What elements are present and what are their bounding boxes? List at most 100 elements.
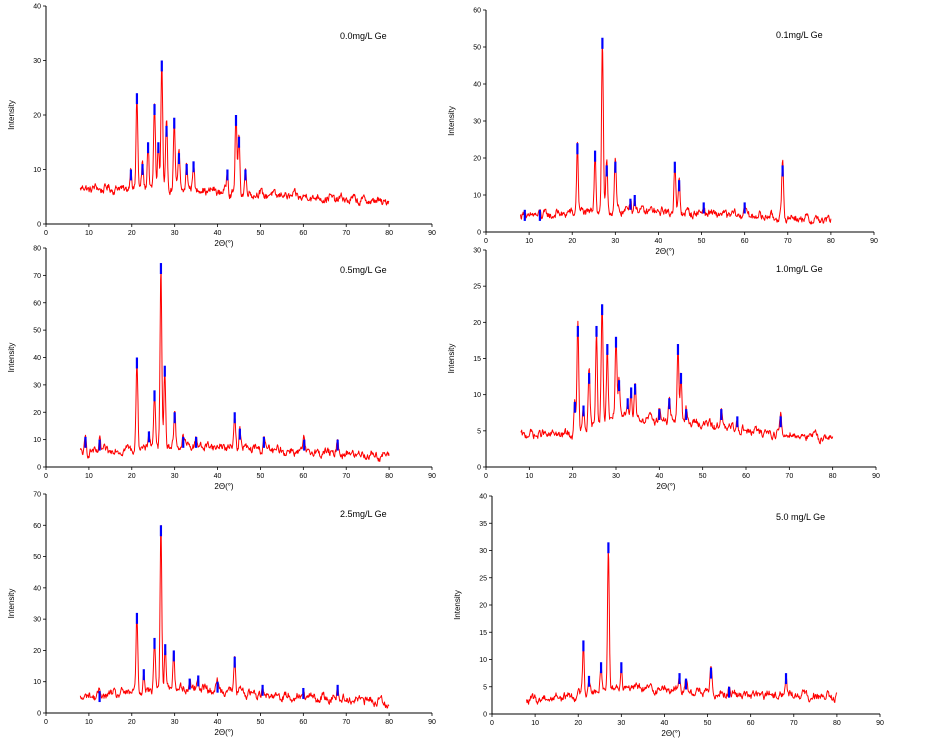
x-tick-label: 40 [214, 719, 222, 726]
y-tick-label: 10 [479, 657, 487, 664]
x-axis-label: 2Θ(°) [655, 247, 675, 256]
y-tick-label: 30 [33, 58, 41, 65]
x-tick-label: 80 [385, 473, 393, 480]
x-tick-label: 90 [876, 720, 884, 727]
y-tick-label: 40 [33, 355, 41, 362]
x-tick-label: 70 [785, 473, 793, 480]
y-tick-label: 10 [33, 437, 41, 444]
x-tick-label: 40 [655, 238, 663, 245]
y-tick-label: 40 [479, 494, 487, 501]
y-tick-label: 40 [33, 4, 41, 11]
y-axis-label: Intensity [7, 589, 16, 619]
x-tick-label: 30 [611, 238, 619, 245]
y-tick-label: 25 [473, 284, 481, 291]
panel-annotation: 0.0mg/L Ge [340, 31, 387, 41]
x-tick-label: 40 [655, 473, 663, 480]
panel-annotation: 5.0 mg/L Ge [776, 512, 825, 522]
x-tick-label: 50 [257, 473, 265, 480]
y-tick-label: 0 [37, 465, 41, 472]
panel-annotation: 0.1mg/L Ge [776, 30, 823, 40]
x-tick-label: 20 [128, 473, 136, 480]
x-tick-label: 0 [44, 719, 48, 726]
y-tick-label: 20 [473, 156, 481, 163]
x-tick-label: 10 [85, 719, 93, 726]
y-tick-label: 40 [473, 82, 481, 89]
xrd-pattern-line [79, 61, 390, 207]
xrd-pattern-line [79, 525, 390, 709]
x-tick-label: 70 [342, 473, 350, 480]
y-tick-label: 20 [33, 113, 41, 120]
y-tick-label: 50 [33, 328, 41, 335]
x-tick-label: 80 [827, 238, 835, 245]
x-tick-label: 50 [257, 719, 265, 726]
y-axis-label: Intensity [447, 106, 456, 136]
x-tick-label: 60 [299, 230, 307, 237]
x-axis-label: 2Θ(°) [214, 482, 234, 491]
y-tick-label: 0 [37, 222, 41, 229]
x-tick-label: 50 [257, 230, 265, 237]
xrd-panel-6: 0 10 20 30 40 50 60 70 80 90 0 5 10 15 20 25 30 35 40 2Θ(°)… [453, 494, 884, 739]
y-tick-label: 20 [33, 410, 41, 417]
y-tick-label: 0 [37, 711, 41, 718]
y-tick-label: 50 [33, 554, 41, 561]
x-tick-label: 30 [171, 719, 179, 726]
y-tick-label: 25 [479, 575, 487, 582]
y-tick-label: 30 [473, 119, 481, 126]
x-axis-label: 2Θ(°) [661, 729, 681, 738]
xrd-pattern-line [520, 41, 832, 225]
x-tick-label: 50 [704, 720, 712, 727]
x-tick-label: 70 [784, 238, 792, 245]
x-tick-label: 80 [829, 473, 837, 480]
x-tick-label: 90 [870, 238, 878, 245]
x-tick-label: 60 [299, 473, 307, 480]
y-tick-label: 30 [33, 617, 41, 624]
x-tick-label: 70 [342, 230, 350, 237]
xrd-panel-5: 0 10 20 30 40 50 60 70 80 90 0 10 20 30 40 50 60 70 2Θ(°) I… [7, 492, 436, 738]
x-tick-label: 0 [490, 720, 494, 727]
x-tick-label: 60 [299, 719, 307, 726]
y-tick-label: 35 [479, 521, 487, 528]
y-tick-label: 10 [33, 167, 41, 174]
panel-annotation: 2.5mg/L Ge [340, 509, 387, 519]
x-tick-label: 80 [833, 720, 841, 727]
y-tick-label: 10 [33, 679, 41, 686]
x-tick-label: 70 [342, 719, 350, 726]
y-tick-label: 30 [479, 548, 487, 555]
x-tick-label: 10 [525, 473, 533, 480]
x-tick-label: 50 [698, 238, 706, 245]
x-tick-label: 30 [171, 230, 179, 237]
y-tick-label: 10 [473, 193, 481, 200]
xrd-panel-3: 0 10 20 30 40 50 60 70 80 90 0 10 20 30 40 50 60 70 80 2Θ(°… [7, 246, 436, 492]
y-tick-label: 5 [477, 428, 481, 435]
xrd-pattern-line [79, 268, 390, 462]
panel-annotation: 0.5mg/L Ge [340, 265, 387, 275]
x-tick-label: 70 [790, 720, 798, 727]
y-tick-label: 80 [33, 246, 41, 253]
x-tick-label: 30 [171, 473, 179, 480]
y-tick-label: 0 [477, 465, 481, 472]
y-tick-label: 70 [33, 273, 41, 280]
x-axis-label: 2Θ(°) [214, 728, 234, 737]
x-tick-label: 90 [872, 473, 880, 480]
xrd-panel-4: 0 10 20 30 40 50 60 70 80 90 0 5 10 15 20 25 30 2Θ(°) Inte… [447, 248, 880, 492]
x-tick-label: 10 [525, 238, 533, 245]
x-tick-label: 10 [85, 473, 93, 480]
panel-annotation: 1.0mg/L Ge [776, 264, 823, 274]
x-tick-label: 30 [617, 720, 625, 727]
y-axis-label: Intensity [7, 100, 16, 130]
x-tick-label: 40 [214, 473, 222, 480]
y-tick-label: 50 [473, 45, 481, 52]
y-axis-label: Intensity [447, 344, 456, 374]
x-tick-label: 20 [568, 238, 576, 245]
y-tick-label: 20 [33, 648, 41, 655]
y-axis-label: Intensity [453, 590, 462, 620]
y-tick-label: 70 [33, 492, 41, 499]
x-tick-label: 0 [484, 473, 488, 480]
x-tick-label: 0 [484, 238, 488, 245]
xrd-pattern-line [520, 305, 834, 445]
y-tick-label: 60 [33, 300, 41, 307]
y-tick-label: 0 [483, 712, 487, 719]
y-tick-label: 0 [477, 230, 481, 237]
x-tick-label: 90 [428, 230, 436, 237]
